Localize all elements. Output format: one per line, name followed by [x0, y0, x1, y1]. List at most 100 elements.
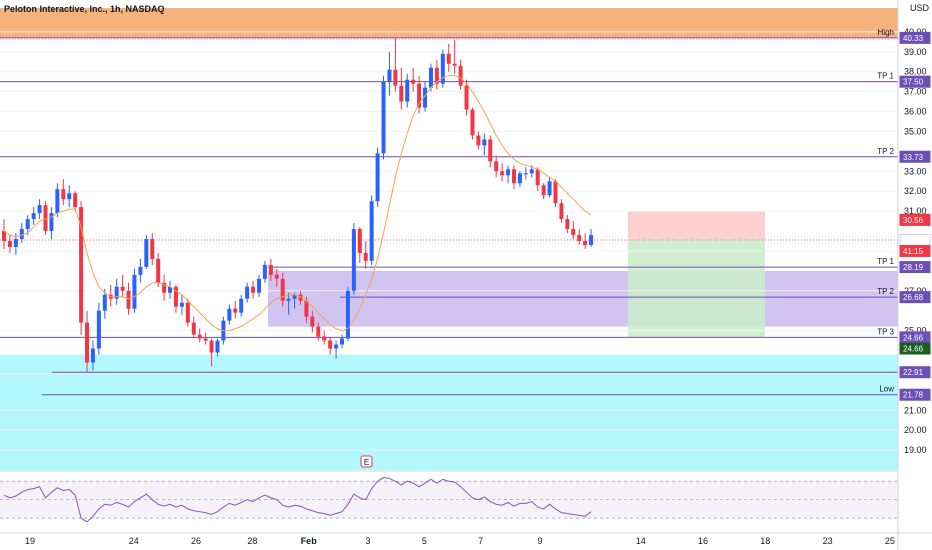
candle-body — [553, 181, 558, 204]
level-label: TP 1 — [877, 257, 894, 266]
earnings-marker — [360, 455, 373, 468]
candle-body — [49, 213, 54, 232]
time-tick-label: 18 — [760, 536, 770, 546]
time-tick-label: 23 — [823, 536, 833, 546]
level-badge-bg — [899, 31, 931, 44]
price-tick-label: 33.00 — [904, 166, 927, 176]
level-badge: 26.68 — [903, 293, 924, 302]
level-label: High — [878, 28, 894, 37]
candle-body — [102, 294, 107, 311]
candle-body — [120, 286, 125, 291]
candle-body — [511, 169, 516, 184]
candle-body — [90, 348, 95, 363]
candle-body — [428, 67, 433, 88]
candle-body — [239, 298, 244, 313]
level-badge: 21.78 — [903, 391, 924, 400]
candle-body — [517, 173, 522, 184]
candle-body — [446, 53, 451, 64]
level-badge-bg — [899, 75, 931, 88]
candle-body — [215, 340, 220, 353]
stop-loss-zone — [628, 211, 765, 239]
grid-layer — [0, 31, 898, 451]
candle-body — [79, 207, 84, 323]
price-axis-bg — [898, 0, 932, 550]
candle-body — [132, 274, 137, 309]
level-badge-bg — [899, 150, 931, 163]
candle-body — [268, 264, 273, 275]
candle-body — [37, 205, 42, 214]
candle-body — [209, 340, 214, 353]
level-badge-bg — [899, 388, 931, 401]
candle-body — [191, 322, 196, 335]
levels-layer: High TP 1 TP 2 TP 1 TP 2 TP 3 Low — [0, 28, 898, 396]
level-badge: 22.91 — [903, 368, 924, 377]
candle-body — [173, 286, 178, 307]
price-tick-label: 27.00 — [904, 286, 927, 296]
candle-body — [322, 336, 327, 341]
level-badge-bg — [899, 366, 931, 379]
level-label: TP 2 — [877, 147, 894, 156]
candle-body — [375, 153, 380, 202]
candle-body — [363, 252, 368, 261]
candle-body — [571, 229, 576, 236]
price-badge-bg — [899, 342, 931, 355]
candle-body — [7, 240, 12, 247]
candle-body — [67, 193, 72, 200]
time-tick-label: 25 — [885, 536, 895, 546]
candle-body — [417, 83, 422, 108]
candle-body — [298, 294, 303, 301]
candle-body — [345, 290, 350, 339]
candle-body — [559, 203, 564, 220]
candle-body — [381, 81, 386, 154]
candle-body — [162, 282, 167, 293]
candle-body — [387, 69, 392, 82]
candle-body — [150, 239, 155, 259]
candle-body — [262, 264, 267, 279]
candle-body — [405, 79, 410, 102]
rsi-band — [0, 481, 898, 519]
candle-body — [488, 139, 493, 162]
candle-body — [13, 239, 18, 247]
candle-body — [156, 258, 161, 283]
candle-body — [43, 205, 48, 232]
candle-body — [179, 302, 184, 307]
zones-layer — [0, 8, 898, 470]
candle-body — [506, 169, 511, 176]
time-tick-label: 14 — [636, 536, 646, 546]
level-badge-bg — [899, 261, 931, 274]
time-tick-label: 28 — [247, 536, 257, 546]
candle-body — [393, 69, 398, 86]
take-profit-zone — [628, 239, 765, 338]
candle-body — [589, 235, 594, 245]
price-tick-label: 20.00 — [904, 425, 927, 435]
candle-body — [583, 240, 588, 245]
price-tick-label: 35.00 — [904, 126, 927, 136]
time-tick-label: 26 — [191, 536, 201, 546]
time-tick-label: 16 — [698, 536, 708, 546]
level-badge: 37.50 — [903, 78, 924, 87]
candle-body — [500, 171, 505, 176]
moving-average-line — [3, 75, 592, 332]
candle-body — [203, 338, 208, 341]
candle-body — [565, 219, 570, 230]
price-tick-label: 25.00 — [904, 326, 927, 336]
candle-body — [2, 231, 6, 241]
price-tick-label: 21.00 — [904, 405, 927, 415]
level-label: TP 2 — [877, 287, 894, 296]
candle-body — [31, 213, 36, 220]
candle-body — [464, 85, 469, 110]
candle-body — [73, 193, 78, 208]
candle-body — [251, 286, 256, 293]
candle-body — [310, 316, 315, 327]
level-badge: 33.73 — [903, 153, 924, 162]
price-badge-bg — [899, 213, 931, 226]
candle-body — [458, 65, 463, 86]
candle-body — [494, 161, 499, 172]
price-tick-label: 31.00 — [904, 206, 927, 216]
price-badge: 29.55 — [903, 236, 924, 245]
candle-body — [96, 310, 101, 349]
currency-label: USD — [910, 3, 930, 13]
time-axis: 19 24 26 28 Feb 3 5 7 9 14 16 18 23 25 — [0, 532, 932, 546]
